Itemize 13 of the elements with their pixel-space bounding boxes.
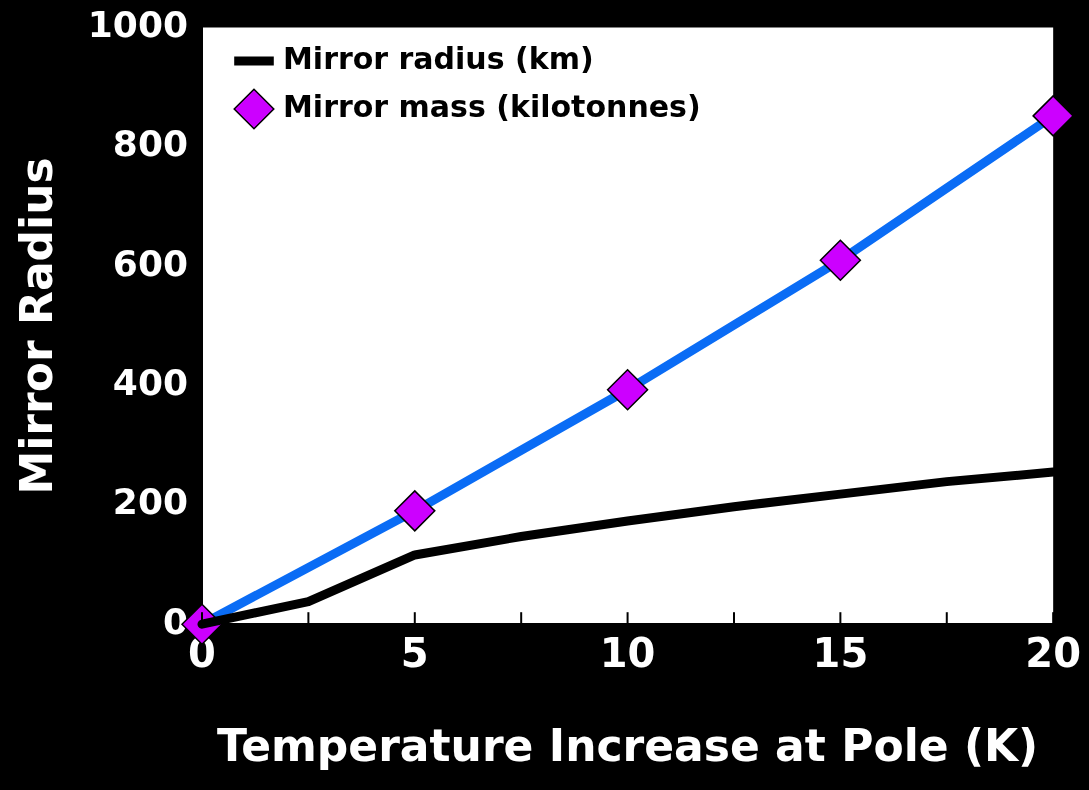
- x-tick-label: 20: [1025, 629, 1081, 676]
- y-tick-label: 400: [112, 361, 188, 403]
- x-tick-label: 10: [599, 629, 656, 676]
- legend-label: Mirror radius (km): [283, 40, 594, 76]
- y-tick-label: 200: [112, 481, 188, 523]
- y-axis-title: Mirror Radius: [10, 157, 62, 495]
- legend-label: Mirror mass (kilotonnes): [283, 88, 701, 124]
- x-tick-label: 15: [812, 629, 869, 676]
- y-tick-label: 1000: [87, 3, 188, 45]
- y-tick-label: 600: [112, 242, 188, 284]
- y-tick-label: 800: [112, 123, 188, 165]
- x-tick-label: 5: [400, 629, 429, 676]
- x-axis-title: Temperature Increase at Pole (K): [216, 720, 1039, 772]
